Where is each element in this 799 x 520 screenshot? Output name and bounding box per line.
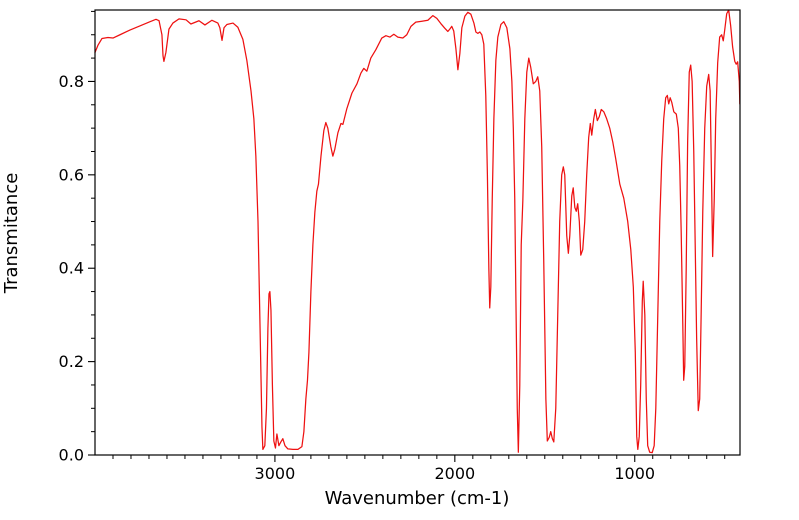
y-tick-label: 0.0 [59, 446, 84, 465]
y-tick-label: 0.2 [59, 352, 84, 371]
axis-ticks [88, 10, 726, 462]
axis-tick-labels: 3000 2000 1000 0.0 0.2 0.4 0.6 0.8 [59, 72, 656, 483]
y-axis-label: Transmitance [1, 173, 22, 295]
x-tick-label: 2000 [434, 464, 475, 483]
spectrum-curve [94, 9, 741, 454]
x-tick-label: 1000 [614, 464, 655, 483]
spectrum-curve-layer [94, 9, 741, 454]
plot-frame [94, 9, 741, 456]
y-tick-label: 0.4 [59, 259, 84, 278]
y-tick-label: 0.8 [59, 72, 84, 91]
x-axis-label: Wavenumber (cm-1) [325, 488, 510, 509]
x-tick-label: 3000 [255, 464, 296, 483]
y-tick-label: 0.6 [59, 165, 84, 184]
